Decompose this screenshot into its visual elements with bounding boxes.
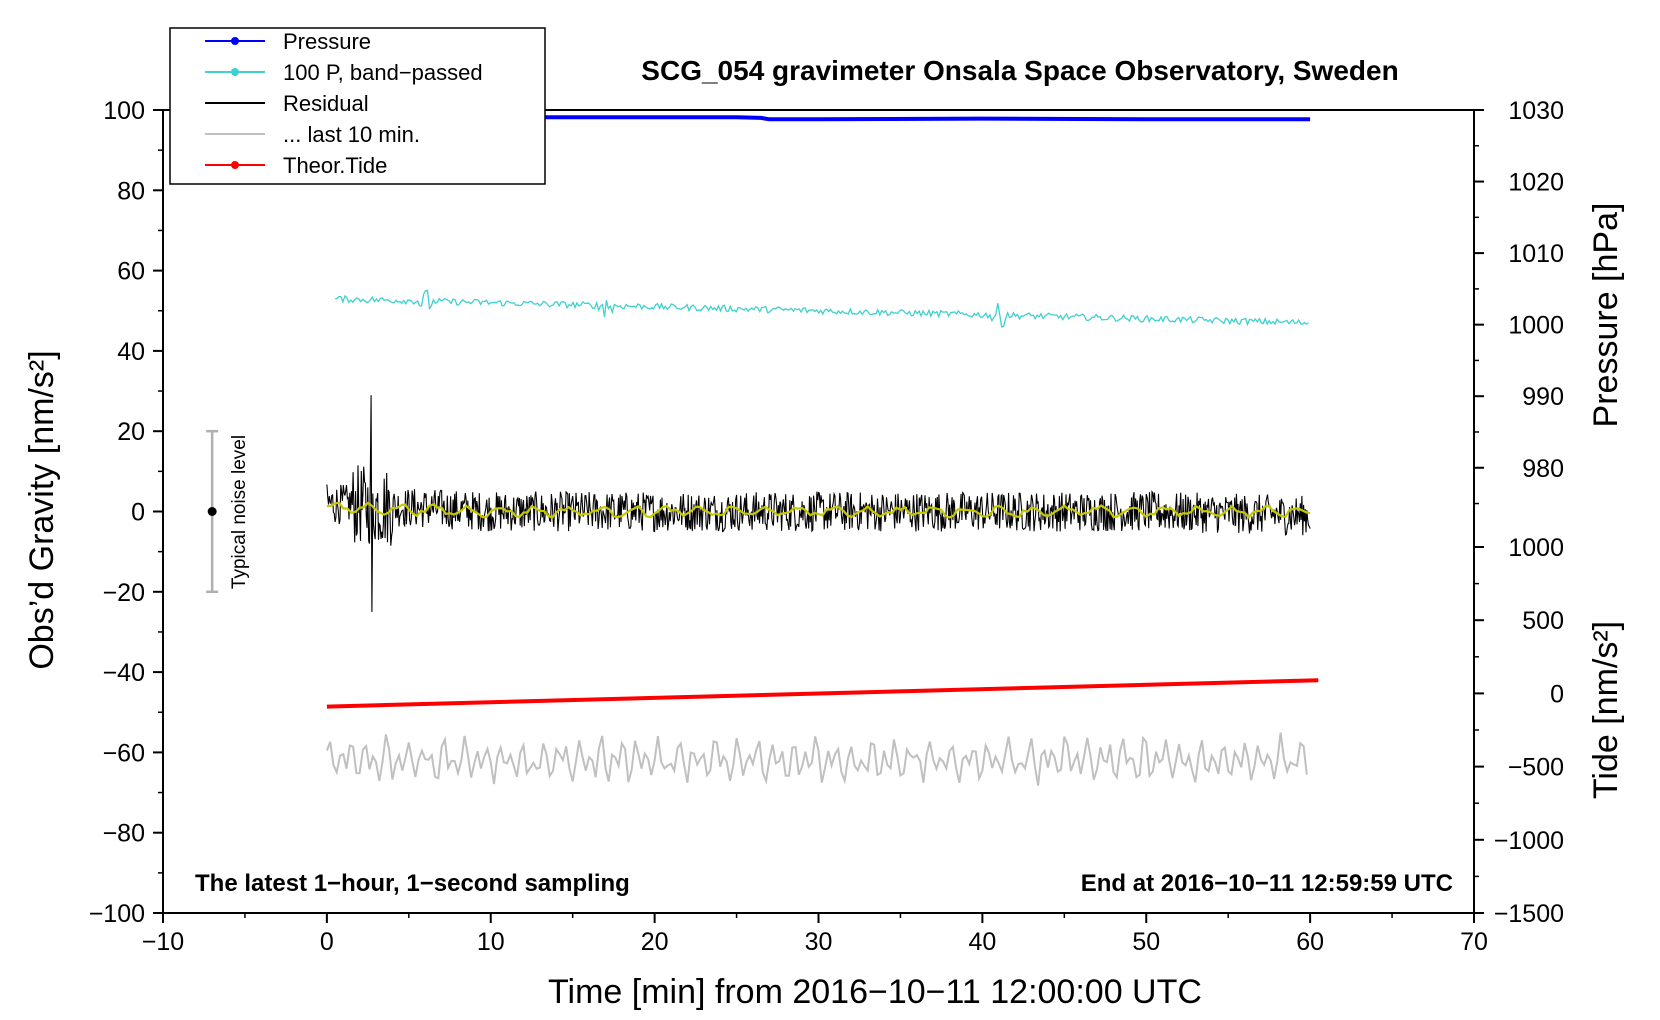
x-tick-label: 60 xyxy=(1296,928,1324,956)
x-tick-label: 20 xyxy=(641,928,669,956)
legend-label: ... last 10 min. xyxy=(283,122,420,147)
pressure-tick-label: 1000 xyxy=(1508,312,1564,340)
legend-box xyxy=(169,27,546,185)
x-tick-label: 40 xyxy=(968,928,996,956)
x-axis-label: Time [min] from 2016−10−11 12:00:00 UTC xyxy=(548,973,1202,1011)
legend-marker xyxy=(231,37,239,45)
x-tick-label: 70 xyxy=(1460,928,1488,956)
y-tick-label: −20 xyxy=(103,579,145,607)
x-tick-label: 0 xyxy=(320,928,334,956)
x-tick-label: 50 xyxy=(1132,928,1160,956)
axes-layer: −10 0 10 20 30 40 50 60 70−100−80−60−40−20020406… xyxy=(89,97,1564,956)
annotation-latest-hour: The latest 1−hour, 1−second sampling xyxy=(195,870,630,897)
series-band-passed-pressure xyxy=(335,289,1309,328)
y-tick-label: 0 xyxy=(131,499,145,527)
y-tick-label: −40 xyxy=(103,659,145,687)
x-tick-label: 10 xyxy=(477,928,505,956)
tide-axis-label: Tide [nm/s²] xyxy=(1587,621,1625,799)
tide-tick-label: −500 xyxy=(1508,754,1564,782)
plot-layer xyxy=(206,115,1319,786)
x-tick-label: 30 xyxy=(805,928,833,956)
y-tick-label: 40 xyxy=(117,338,145,366)
pressure-tick-label: 1030 xyxy=(1508,97,1564,125)
legend-label: 100 P, band−passed xyxy=(283,60,483,85)
legend-label: Pressure xyxy=(283,29,371,54)
pressure-tick-label: 1020 xyxy=(1508,169,1564,197)
y-tick-label: −80 xyxy=(103,820,145,848)
y-tick-label: −100 xyxy=(89,900,145,928)
chart-title: SCG_054 gravimeter Onsala Space Observat… xyxy=(641,55,1398,86)
x-tick-label: −10 xyxy=(142,928,184,956)
legend-label: Residual xyxy=(283,91,369,116)
tide-tick-label: 1000 xyxy=(1508,534,1564,562)
series-last-10-min xyxy=(325,732,1308,786)
noise-level-label: Typical noise level xyxy=(229,435,250,589)
tide-tick-label: 500 xyxy=(1522,607,1564,635)
pressure-tick-label: 1010 xyxy=(1508,240,1564,268)
annotation-end-time: End at 2016−10−11 12:59:59 UTC xyxy=(1081,870,1453,897)
legend-marker xyxy=(231,68,239,76)
y-tick-label: −60 xyxy=(103,739,145,767)
pressure-tick-label: 990 xyxy=(1522,383,1564,411)
noise-level-center-dot xyxy=(207,507,217,516)
series-residual xyxy=(326,395,1311,612)
tide-tick-label: −1000 xyxy=(1494,827,1564,855)
legend-label: Theor.Tide xyxy=(283,153,387,178)
pressure-tick-label: 980 xyxy=(1522,455,1564,483)
y-tick-label: 20 xyxy=(117,418,145,446)
y-tick-label: 60 xyxy=(117,258,145,286)
legend-marker xyxy=(231,161,239,169)
series-theoretical-tide xyxy=(326,678,1319,709)
series-residual-smoothed xyxy=(326,501,1311,519)
y-axis-label: Obs’d Gravity [nm/s²] xyxy=(23,350,61,669)
legend: Pressure 100 P, band−passed Residual ... la… xyxy=(169,27,546,185)
series-pressure xyxy=(326,115,1311,122)
tide-tick-label: 0 xyxy=(1550,680,1564,708)
pressure-axis-label: Pressure [hPa] xyxy=(1587,203,1625,428)
tide-tick-label: −1500 xyxy=(1494,900,1564,928)
y-tick-label: 100 xyxy=(103,97,145,125)
y-tick-label: 80 xyxy=(117,177,145,205)
